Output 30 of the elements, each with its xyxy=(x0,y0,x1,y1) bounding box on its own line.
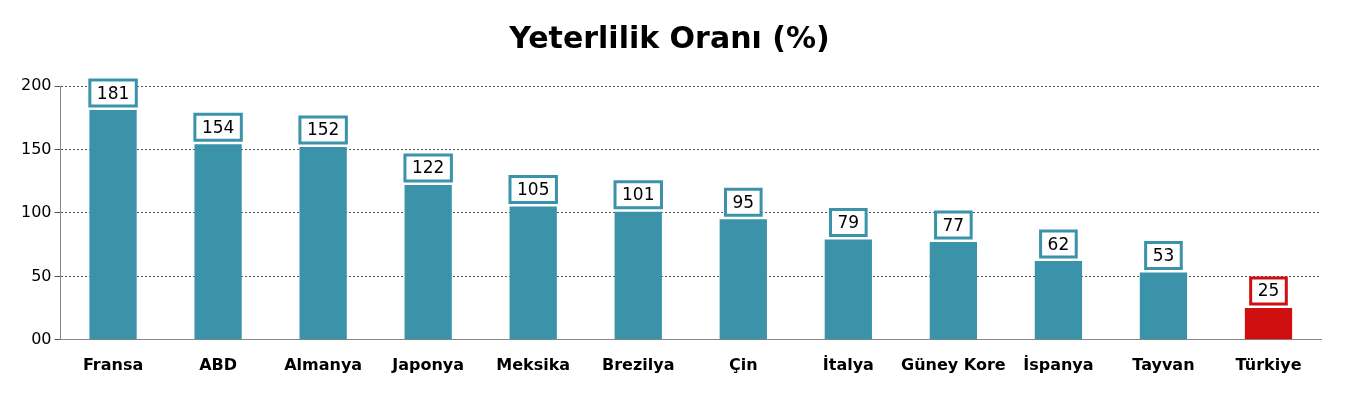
x-tick-label: Çin xyxy=(728,354,758,374)
x-tick-label: Güney Kore xyxy=(901,354,1006,374)
y-tick-label: 150 xyxy=(20,138,52,158)
data-label: 79 xyxy=(837,211,860,232)
x-tick-label: Japonya xyxy=(391,354,465,374)
x-tick-label: Fransa xyxy=(82,354,144,374)
chart-title: Yeterlilik Oranı (%) xyxy=(508,19,830,55)
x-tick-label: Brezilya xyxy=(602,354,675,374)
data-label: 101 xyxy=(622,184,655,205)
data-label: 181 xyxy=(96,82,130,103)
x-tick-label: İtalya xyxy=(822,354,874,374)
data-label: 95 xyxy=(732,191,755,212)
data-label: 154 xyxy=(201,116,235,137)
y-tick-label: 100 xyxy=(20,202,52,222)
data-label: 122 xyxy=(411,157,445,178)
x-tick-label: Tayvan xyxy=(1132,354,1195,374)
data-label: 25 xyxy=(1257,280,1280,301)
x-tick-label: Meksika xyxy=(496,354,571,374)
data-label: 62 xyxy=(1047,233,1070,254)
data-label: 152 xyxy=(306,119,340,140)
data-label: 53 xyxy=(1152,244,1175,265)
y-tick-label: 50 xyxy=(31,265,52,285)
x-tick-label: Almanya xyxy=(284,354,363,374)
y-tick-label: 00 xyxy=(31,328,52,348)
x-tick-label: ABD xyxy=(199,354,238,374)
y-tick-label: 200 xyxy=(20,75,52,95)
x-tick-label: Türkiye xyxy=(1235,354,1302,374)
x-tick-label: İspanya xyxy=(1023,354,1094,374)
data-label: 77 xyxy=(942,214,965,235)
data-label: 105 xyxy=(516,178,550,199)
